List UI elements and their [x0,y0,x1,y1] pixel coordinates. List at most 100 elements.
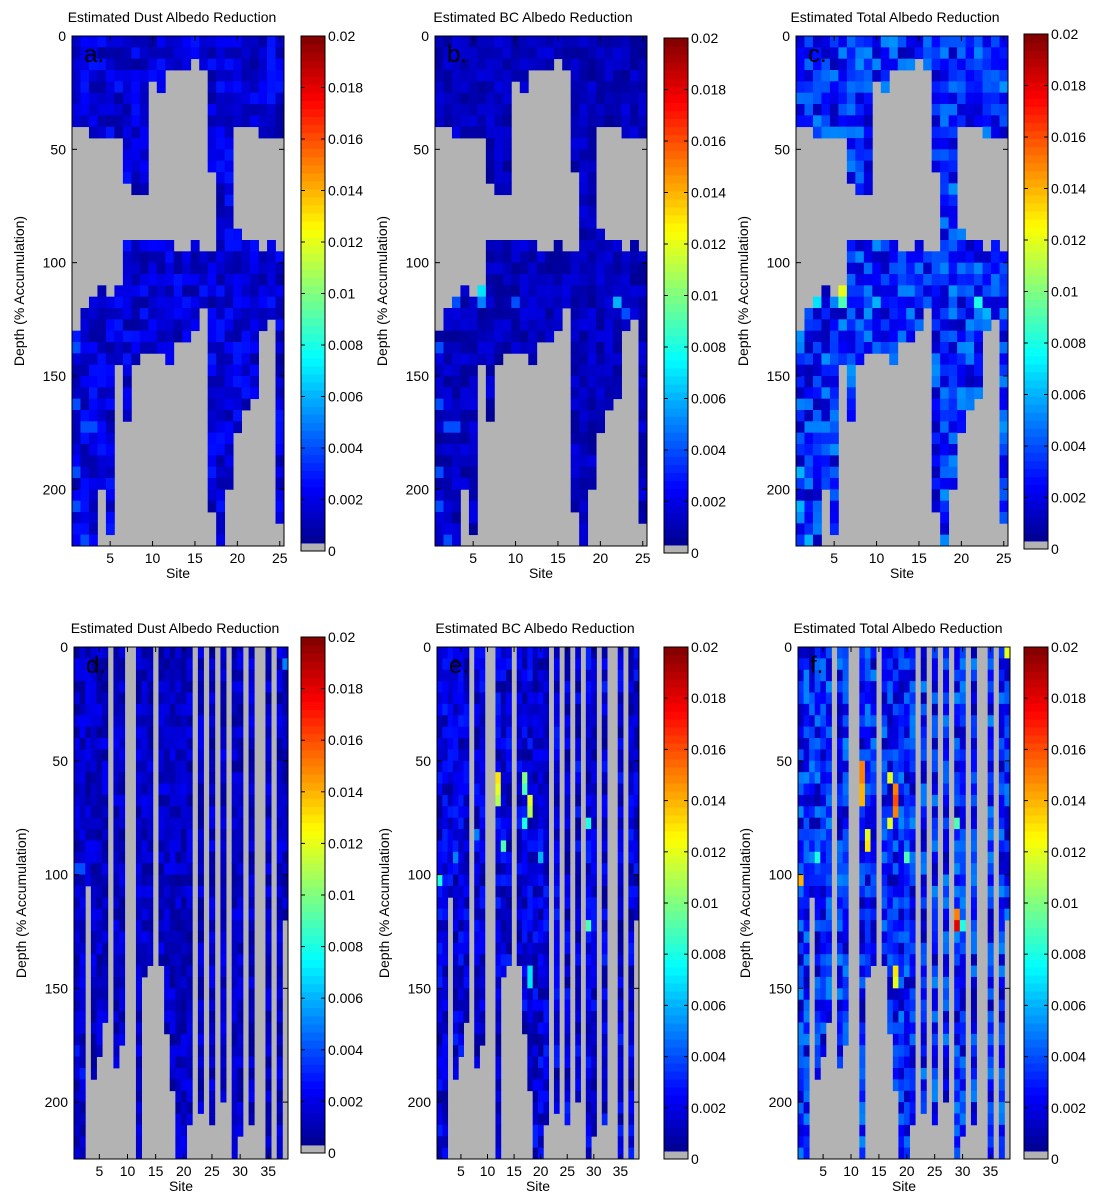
heatmap-cell [485,285,495,298]
heatmap-cell [803,783,810,796]
heatmap-cell [881,715,888,728]
heatmap-cell [974,285,983,298]
colorbar-band [1024,202,1048,212]
colorbar-band [1024,283,1048,292]
heatmap-cell [859,715,866,728]
heatmap-cell [186,885,193,898]
colorbar-band [301,1096,325,1106]
heatmap-cell [165,251,175,264]
heatmap-cell [820,908,827,921]
heatmap-cell [829,444,839,456]
heatmap-cell [265,817,272,830]
heatmap-cell [999,432,1009,445]
heatmap-cell [147,703,154,716]
heatmap-cell [564,1079,571,1092]
heatmap-cell [186,1056,193,1069]
heatmap-cell [543,715,550,728]
heatmap-cell [965,115,975,128]
heatmap-cell [527,885,534,898]
heatmap-cell [820,1011,827,1023]
heatmap-cell [842,999,849,1012]
heatmap-cell [863,115,873,128]
heatmap-cell [881,647,888,659]
axes-frame [795,35,1009,547]
colorbar-band [301,68,325,77]
heatmap-cell [452,772,459,784]
heatmap-cell [587,432,597,445]
heatmap-cell [224,466,234,479]
heatmap-cell [209,760,216,773]
heatmap-cell [181,1124,188,1137]
colorbar-band [301,116,325,126]
heatmap-cell [165,47,175,60]
heatmap-cell [931,81,941,94]
heatmap-cell [837,1022,844,1035]
heatmap-cell [562,262,572,275]
heatmap-cell [536,47,546,60]
heatmap-cell [169,1033,176,1046]
heatmap-cell [135,931,142,944]
heatmap-cell [135,817,142,830]
x-tick-label: 15 [148,1163,164,1179]
colorbar-band [1024,219,1048,228]
heatmap-cell [90,885,97,898]
heatmap-cell [175,1079,182,1092]
heatmap-cell [613,342,622,354]
heatmap-cell [837,1045,844,1057]
heatmap-cell [147,692,154,705]
heatmap-cell [506,897,512,910]
heatmap-cell [570,478,580,490]
heatmap-cell [74,920,81,932]
heatmap-cell [79,999,86,1012]
heatmap-cell [940,285,950,298]
heatmap-cell [477,81,487,94]
colorbar-band [664,799,688,808]
heatmap-cell [957,104,966,116]
colorbar-band [1024,42,1048,51]
heatmap-cell [809,772,816,784]
heatmap-cell [553,36,563,48]
heatmap-cell [443,36,453,48]
heatmap-cell [948,455,958,468]
heatmap-cell [442,738,449,750]
colorbar-band [301,494,325,504]
heatmap-cell [809,692,816,705]
heatmap-cell [97,58,107,71]
heatmap-cell [564,817,571,830]
heatmap-cell [148,240,158,252]
heatmap-cell [114,330,124,343]
heatmap-cell [74,760,81,773]
heatmap-cell [276,1113,283,1126]
heatmap-cell [74,783,81,796]
heatmap-cell [796,398,805,411]
heatmap-cell [265,976,272,989]
heatmap-cell [275,432,285,445]
heatmap-cell [821,126,831,139]
heatmap-cell [495,726,502,739]
heatmap-cell [90,1033,97,1046]
colorbar-tick-label: 0.008 [328,939,363,955]
heatmap-cell [846,104,856,116]
colorbar-band [301,76,325,85]
heatmap-cell [821,353,831,366]
heatmap-cell [102,772,109,784]
heatmap-cell [135,772,142,784]
heatmap-cell [135,954,142,966]
heatmap-cell [846,398,856,411]
heatmap-cell [638,489,648,502]
heatmap-cell [141,931,148,944]
heatmap-cell [119,931,126,944]
heatmap-cell [460,398,470,411]
heatmap-cell [451,296,461,309]
heatmap-cell [575,806,581,819]
heatmap-cell [181,692,188,705]
heatmap-cell [141,829,148,841]
heatmap-cell [837,749,844,762]
heatmap-cell [880,342,890,354]
heatmap-cell [479,772,486,784]
heatmap-cell [528,353,538,366]
heatmap-cell [276,669,283,682]
heatmap-cell [158,874,165,887]
heatmap-cell [463,738,470,750]
